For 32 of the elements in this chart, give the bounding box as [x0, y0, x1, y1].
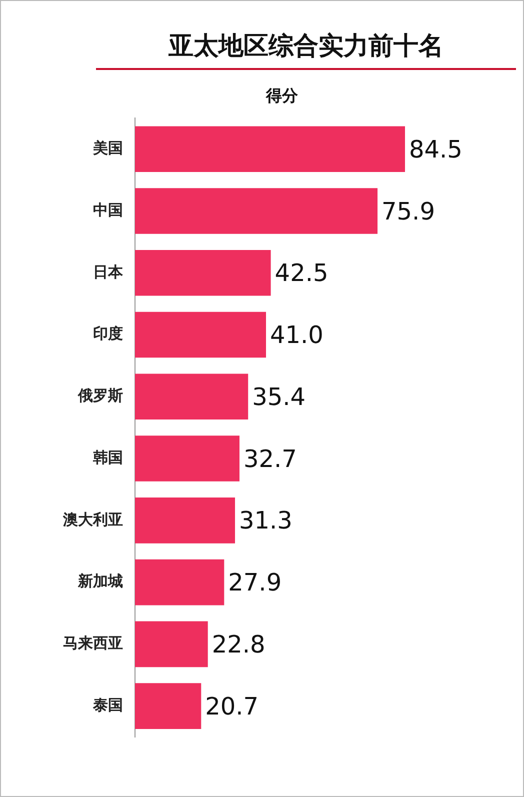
y-tick-label: 中国 [93, 200, 123, 219]
bar [135, 250, 271, 296]
chart-title: 亚太地区综合实力前十名 [96, 29, 516, 70]
data-label: 32.7 [243, 444, 297, 473]
bar [135, 126, 405, 172]
y-tick-label: 澳大利亚 [62, 510, 123, 528]
y-tick-label: 日本 [93, 262, 124, 281]
data-label: 84.5 [409, 135, 462, 164]
bar [135, 374, 248, 420]
data-label: 35.4 [252, 382, 306, 411]
bar [135, 559, 224, 606]
y-tick-label: 新加城 [77, 572, 123, 590]
data-label: 20.7 [205, 692, 259, 720]
bar [135, 621, 208, 668]
bar [135, 312, 266, 358]
data-label: 27.9 [228, 568, 282, 597]
y-tick-label: 美国 [92, 139, 123, 158]
bar [135, 498, 236, 544]
data-label: 41.0 [270, 321, 324, 350]
y-tick-label: 韩国 [92, 448, 123, 466]
data-label: 75.9 [382, 197, 435, 226]
bar [135, 188, 378, 234]
bar [135, 436, 240, 482]
chart-subtitle: 得分 [265, 86, 299, 105]
data-label: 31.3 [239, 506, 292, 535]
data-label: 22.8 [212, 630, 266, 658]
data-label: 42.5 [274, 259, 328, 288]
y-tick-label: 马来西亚 [63, 634, 123, 652]
y-tick-label: 俄罗斯 [77, 386, 123, 405]
y-tick-label: 印度 [93, 324, 123, 343]
y-tick-label: 泰国 [92, 696, 123, 714]
bar [135, 683, 202, 729]
